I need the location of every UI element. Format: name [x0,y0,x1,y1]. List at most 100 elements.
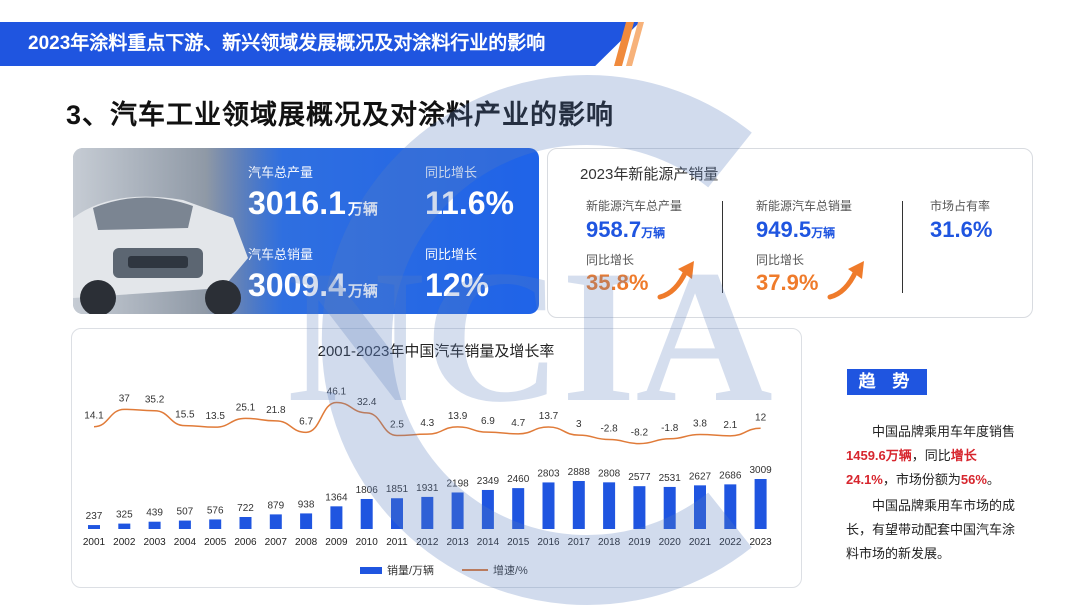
growth-value-label: 6.9 [481,416,495,427]
trend-description: 中国品牌乘用车年度销售1459.6万辆，同比增长24.1%，市场份额为56%。 … [846,420,1026,566]
bar-value-label: 938 [298,499,315,510]
bar-value-label: 439 [146,508,163,519]
trend-text: ，市场份额为 [882,472,961,487]
bar-value-label: 2888 [568,467,591,478]
x-tick-label: 2003 [143,537,166,548]
x-tick-label: 2005 [204,537,227,548]
bar-value-label: 2627 [689,471,712,482]
section-title: 3、汽车工业领域展概况及对涂料产业的影响 [66,100,615,130]
bar-value-label: 2803 [537,468,560,479]
growth-value-label: 4.7 [511,418,525,429]
sales-bar [118,523,131,529]
nev-sales-block: 新能源汽车总销量 949.5万辆 同比增长 37.9% [756,197,852,296]
growth-value-label: 13.5 [205,411,225,422]
sales-bar [694,485,706,529]
bar-value-label: 3009 [749,465,772,476]
x-tick-label: 2022 [719,537,742,548]
bar-value-label: 576 [207,505,224,516]
growth-value-label: 13.7 [539,411,559,422]
growth-value-label: 3 [576,419,582,430]
growth-value-label: 46.1 [327,386,347,397]
sales-bar [542,482,555,529]
growth-value-label: 13.9 [448,411,468,422]
bar-value-label: 2198 [446,478,469,489]
growth-value-label: 21.8 [266,405,286,416]
production-value: 3016.1 [248,185,346,221]
sales-bar [724,484,737,529]
sales-bar [603,482,616,529]
bar-value-label: 2686 [719,470,742,481]
growth-value-label: 25.1 [236,402,256,413]
growth-value-label: 15.5 [175,410,195,421]
trend-highlight: 增长24.1% [846,448,977,487]
bar-value-label: 879 [267,500,284,511]
sales-unit: 万辆 [347,283,378,300]
nev-title: 2023年新能源产销量 [580,166,719,183]
sales-yoy-value: 12% [425,267,490,303]
nev-prod-label: 新能源汽车总产量 [586,199,683,213]
nev-share-label: 市场占有率 [930,199,991,213]
x-tick-label: 2018 [598,537,621,548]
trend-badge: 趋 势 [847,369,927,395]
sales-yoy-stat: 同比增长 12% [425,244,489,304]
nev-share-block: 市场占有率 31.6% [930,197,992,243]
x-tick-label: 2023 [749,537,772,548]
nev-sales-label: 新能源汽车总销量 [756,199,853,213]
legend-swatch-sales [360,567,382,574]
trend-paragraph-1: 中国品牌乘用车年度销售 1459.6万辆，同比增长24.1%，市场份额为56%。 [846,420,1026,492]
nev-prod-yoy-label: 同比增长 [586,253,635,267]
nev-production-block: 新能源汽车总产量 958.7万辆 同比增长 35.8% [586,197,682,296]
bar-value-label: 1931 [416,483,439,494]
summary-card: 汽车总产量 3016.1 万辆 同比增长 11.6% 汽车总销量 3009.4 万辆… [73,148,539,314]
growth-arrow-icon [657,261,694,300]
divider [722,201,723,293]
banner-title: 2023年涂料重点下游、新兴领域发展概况及对涂料行业的影响 [28,33,546,54]
growth-value-label: -2.8 [600,424,618,435]
legend-label-growth: 增速/% [493,563,528,577]
bar-value-label: 722 [237,503,254,514]
bar-value-label: 507 [177,507,194,518]
growth-value-label: 2.5 [390,420,404,431]
sales-bar [512,488,525,529]
sales-bar [391,498,403,529]
growth-arrow-icon [827,261,864,300]
sales-bar [451,492,464,529]
trend-highlight: 56% [960,472,987,487]
growth-value-label: 6.7 [299,416,313,427]
x-tick-label: 2002 [113,537,136,548]
trend-text: 中国品牌乘用车年度销售 [872,424,1016,439]
car-photo [73,148,263,314]
bar-value-label: 1364 [325,492,348,503]
x-tick-label: 2016 [537,537,560,548]
x-tick-label: 2007 [265,537,288,548]
trend-highlight: 1459.6万辆 [846,448,912,463]
growth-value-label: 4.3 [420,418,434,429]
sales-bar [330,506,343,529]
x-tick-label: 2009 [325,537,348,548]
growth-value-label: 35.2 [145,395,165,406]
bar-value-label: 325 [116,510,133,521]
nev-sales-unit: 万辆 [811,226,836,240]
sales-bar [633,486,646,529]
sales-bar [572,481,585,529]
trend-text: 。 [986,472,1000,487]
x-tick-label: 2020 [659,537,682,548]
sales-bar [360,498,373,529]
x-tick-label: 2019 [628,537,651,548]
production-yoy-label: 同比增长 [425,165,478,180]
sales-bar [148,521,161,529]
x-tick-label: 2014 [477,537,500,548]
production-yoy-value: 11.6% [425,185,514,221]
sales-bar [663,486,676,529]
growth-value-label: 37 [119,393,131,404]
divider [902,201,903,293]
growth-value-label: 3.8 [693,419,707,430]
sales-bar [300,513,313,529]
x-tick-label: 2017 [568,537,591,548]
trend-text: ，同比 [911,448,951,463]
nev-prod-value: 958.7 [586,217,642,242]
x-tick-label: 2012 [416,537,439,548]
sales-bar [88,525,100,529]
x-tick-label: 2001 [83,537,106,548]
header-banner: 2023年涂料重点下游、新兴领域发展概况及对涂料行业的影响 [0,22,640,66]
